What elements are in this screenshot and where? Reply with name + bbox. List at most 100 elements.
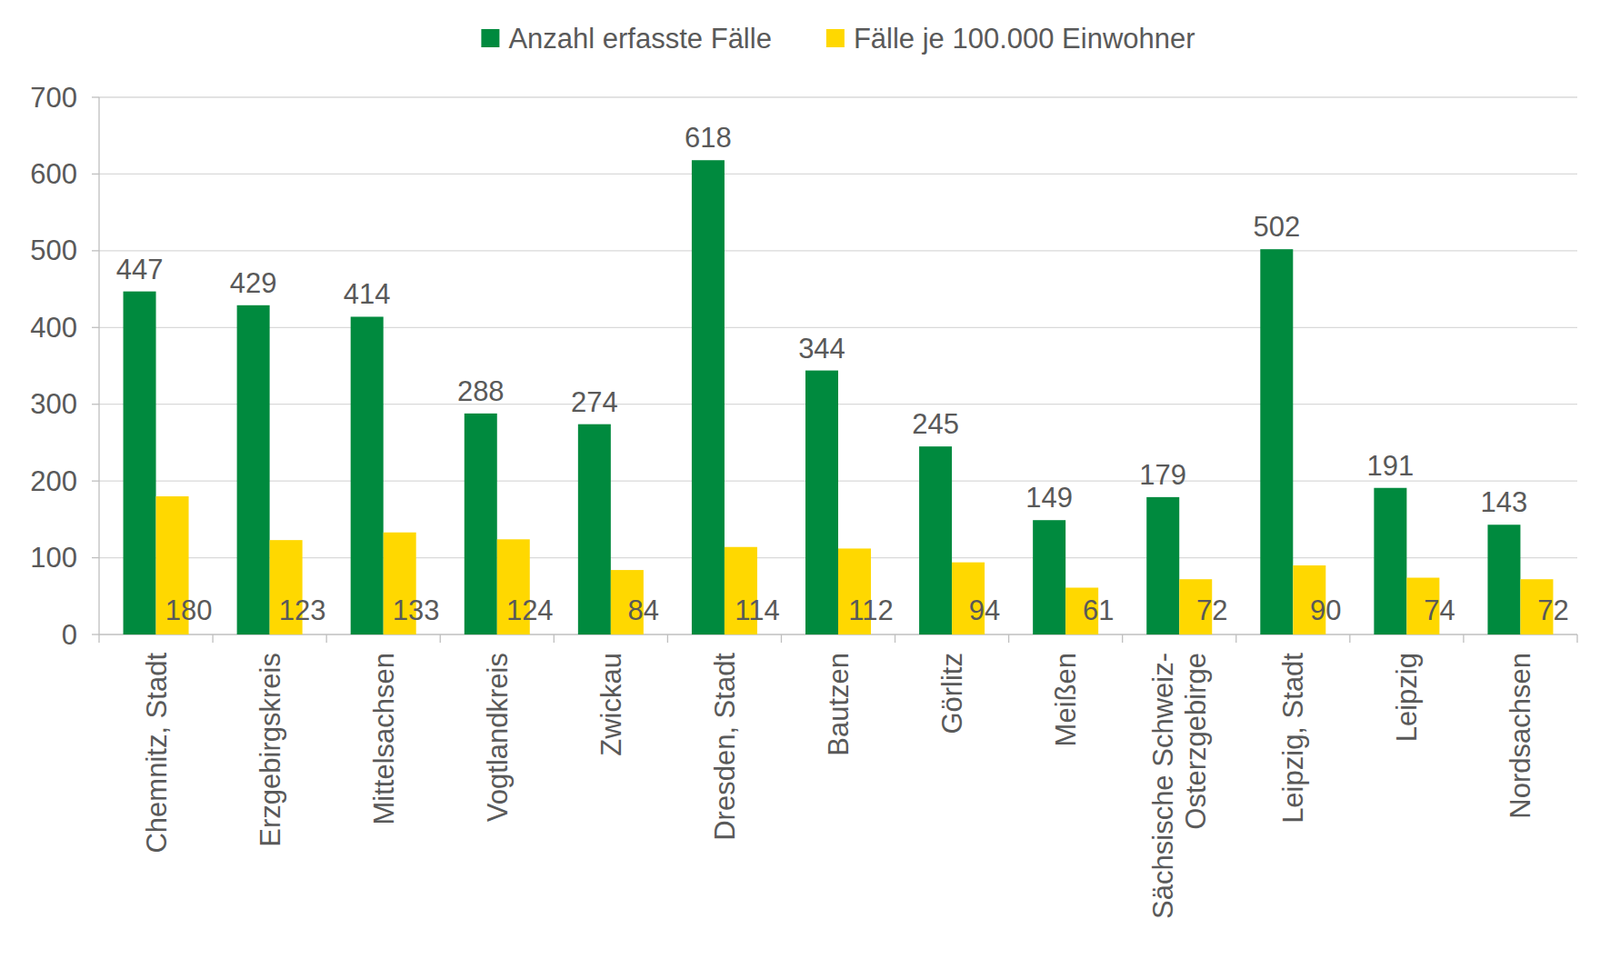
label-line: Chemnitz, Stadt	[140, 652, 173, 854]
label-line: Leipzig	[1390, 652, 1423, 742]
x-tick-label: Leipzig	[1390, 652, 1423, 742]
bar	[1487, 524, 1520, 635]
data-label: 274	[570, 386, 619, 419]
label-line: Osterzgebirge	[1180, 652, 1212, 830]
label-line: Dresden, Stadt	[709, 652, 741, 841]
bar	[1146, 497, 1180, 635]
x-tick-label: Dresden, Stadt	[709, 652, 741, 841]
tick-mark	[91, 250, 100, 251]
bar	[1373, 488, 1407, 635]
legend-swatch	[480, 29, 500, 48]
data-label: 288	[457, 375, 505, 408]
data-label: 180	[165, 594, 213, 627]
data-label: 72	[1196, 594, 1228, 627]
label-line: Mittelsachsen	[368, 652, 400, 826]
data-label: 344	[798, 332, 846, 365]
legend-label: Anzahl erfasste Fälle	[508, 22, 771, 55]
x-tick-label: Sächsische Schweiz-Osterzgebirge	[1147, 652, 1212, 920]
bar	[919, 446, 952, 635]
x-tick-label: Nordsachsen	[1504, 652, 1537, 820]
category-tick	[1576, 634, 1578, 643]
category-tick	[1008, 634, 1010, 643]
category-tick	[1121, 634, 1123, 643]
category-tick	[780, 634, 782, 643]
tick-mark	[91, 327, 100, 329]
label-line: Erzgebirgskreis	[254, 652, 287, 848]
y-tick-label: 100	[30, 541, 78, 574]
grid-line	[99, 96, 1578, 98]
data-label: 133	[392, 594, 440, 627]
chart: 0100200300400500600700447429414288274618…	[0, 0, 1600, 969]
tick-mark	[91, 96, 100, 98]
bar	[123, 291, 157, 635]
category-tick	[440, 634, 441, 643]
bar	[237, 305, 270, 635]
y-tick-label: 200	[30, 465, 78, 498]
x-tick-label: Vogtlandkreis	[481, 652, 514, 822]
data-label: 90	[1310, 594, 1341, 627]
grid-line	[99, 173, 1578, 175]
label-line: Zwickau	[595, 652, 628, 757]
data-label: 123	[279, 594, 327, 627]
y-tick-label: 0	[61, 619, 78, 651]
data-label: 447	[116, 253, 164, 286]
legend-label: Fälle je 100.000 Einwohner	[853, 22, 1196, 55]
grid-line	[99, 327, 1578, 329]
bar	[805, 370, 839, 635]
data-label: 124	[506, 594, 554, 627]
category-tick	[98, 634, 100, 643]
label-line: Bautzen	[822, 652, 855, 757]
legend: Anzahl erfasste Fälle Fälle je 100.000 Ei…	[480, 22, 1195, 55]
x-tick-label: Mittelsachsen	[368, 652, 400, 826]
bar	[691, 160, 725, 635]
label-line: Leipzig, Stadt	[1277, 652, 1310, 824]
bar	[578, 424, 611, 635]
x-tick-label: Leipzig, Stadt	[1277, 652, 1310, 824]
category-tick	[553, 634, 555, 643]
data-label: 74	[1423, 594, 1455, 627]
y-tick-label: 300	[30, 388, 78, 420]
category-tick	[1462, 634, 1464, 643]
x-tick-label: Zwickau	[595, 652, 628, 757]
x-tick-label: Chemnitz, Stadt	[140, 652, 173, 854]
bar	[350, 316, 384, 635]
data-label: 502	[1252, 210, 1300, 243]
category-tick	[1349, 634, 1350, 643]
category-tick	[211, 634, 213, 643]
bar	[464, 413, 498, 635]
bar	[1260, 249, 1293, 635]
data-label: 191	[1367, 450, 1415, 482]
bar	[1032, 520, 1066, 635]
data-label: 112	[848, 594, 893, 627]
y-axis-line	[98, 97, 100, 635]
tick-mark	[91, 557, 100, 559]
x-tick-label: Bautzen	[822, 652, 855, 757]
category-tick	[894, 634, 896, 643]
data-label: 61	[1082, 594, 1114, 627]
tick-mark	[91, 403, 100, 405]
data-label: 72	[1537, 594, 1569, 627]
data-label: 94	[969, 594, 1000, 627]
data-label: 618	[684, 121, 732, 154]
label-line: Vogtlandkreis	[481, 652, 514, 822]
y-tick-label: 400	[30, 311, 78, 344]
data-labels: 4474294142882746183442451491795021911431…	[116, 121, 1570, 627]
data-label: 179	[1139, 459, 1187, 491]
category-tick	[667, 634, 669, 643]
data-label: 414	[343, 278, 391, 310]
tick-mark	[91, 480, 100, 481]
data-label: 143	[1480, 486, 1529, 519]
data-label: 84	[628, 594, 660, 627]
label-line: Meißen	[1050, 652, 1082, 747]
tick-mark	[91, 633, 100, 635]
grid-line	[99, 250, 1578, 251]
x-tick-label: Erzgebirgskreis	[254, 652, 287, 848]
legend-swatch	[826, 29, 845, 48]
data-label: 245	[911, 408, 960, 440]
label-line: Görlitz	[936, 652, 969, 735]
data-label: 149	[1025, 481, 1073, 514]
y-tick-label: 600	[30, 158, 78, 190]
label-line: Nordsachsen	[1504, 652, 1537, 820]
tick-mark	[91, 173, 100, 175]
data-label: 114	[734, 594, 780, 627]
